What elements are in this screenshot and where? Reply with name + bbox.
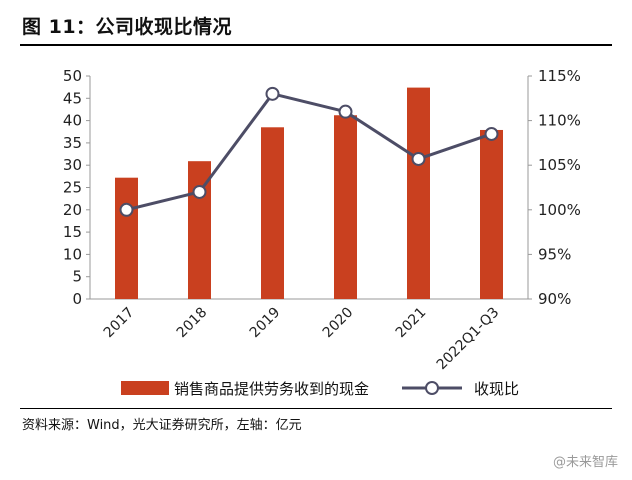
legend-line-label: 收现比 — [474, 380, 519, 398]
line-point-2021 — [411, 151, 426, 166]
left-tick-label: 0 — [72, 290, 82, 308]
watermark: @未来智库 — [552, 455, 618, 470]
left-tick-label: 35 — [63, 134, 82, 152]
legend: 销售商品提供劳务收到的现金 收现比 — [121, 380, 519, 398]
right-tick-label: 110% — [538, 112, 581, 130]
line-series — [119, 86, 499, 217]
right-tick-label: 105% — [538, 156, 581, 174]
bar-2022Q1-Q3 — [480, 129, 503, 299]
line-path — [126, 92, 492, 212]
line-point-2019 — [265, 86, 280, 101]
line-point-2017 — [119, 202, 134, 217]
line-point-2022Q1-Q3 — [484, 126, 499, 141]
figure-title: 图 11：公司收现比情况 — [22, 16, 233, 38]
x-tick-label: 2022Q1-Q3 — [434, 305, 503, 374]
right-tick-label: 90% — [538, 290, 571, 308]
line-point-2018 — [192, 184, 207, 199]
bar-2021 — [407, 87, 430, 299]
x-tick-label: 2017 — [101, 305, 138, 342]
left-tick-label: 10 — [63, 245, 82, 263]
legend-line-marker — [425, 381, 439, 395]
x-tick-label: 2021 — [393, 305, 430, 342]
legend-bar-swatch — [121, 381, 169, 395]
right-tick-label: 95% — [538, 245, 571, 263]
left-axis: 0 5 10 15 20 25 30 35 40 45 50 — [63, 67, 91, 308]
x-tick-label: 2020 — [320, 305, 357, 342]
title-rule — [20, 44, 612, 46]
bar-2017 — [115, 177, 138, 299]
bar-series — [115, 87, 503, 299]
left-tick-label: 5 — [72, 268, 82, 286]
right-axis: 90% 95% 100% 105% 110% 115% — [527, 67, 581, 308]
left-tick-label: 50 — [63, 67, 82, 85]
source-rule — [20, 408, 612, 409]
left-tick-label: 45 — [63, 89, 82, 107]
left-tick-label: 15 — [63, 223, 82, 241]
source-note: 资料来源：Wind，光大证券研究所，左轴：亿元 — [22, 418, 302, 433]
right-tick-label: 115% — [538, 67, 581, 85]
x-tick-label: 2018 — [174, 305, 211, 342]
left-tick-label: 25 — [63, 179, 82, 197]
x-axis: 2017 2018 2019 2020 2021 2022Q1-Q3 — [90, 298, 528, 374]
bar-2020 — [334, 115, 357, 299]
line-point-2020 — [338, 104, 353, 119]
left-tick-label: 30 — [63, 156, 82, 174]
combo-chart: 0 5 10 15 20 25 30 35 40 45 50 90% 95% 100% 105% 110% 1… — [63, 67, 581, 398]
left-tick-label: 20 — [63, 201, 82, 219]
right-tick-label: 100% — [538, 201, 581, 219]
left-tick-label: 40 — [63, 112, 82, 130]
x-tick-label: 2019 — [247, 305, 284, 342]
bar-2019 — [261, 127, 284, 299]
legend-bar-label: 销售商品提供劳务收到的现金 — [174, 380, 369, 398]
